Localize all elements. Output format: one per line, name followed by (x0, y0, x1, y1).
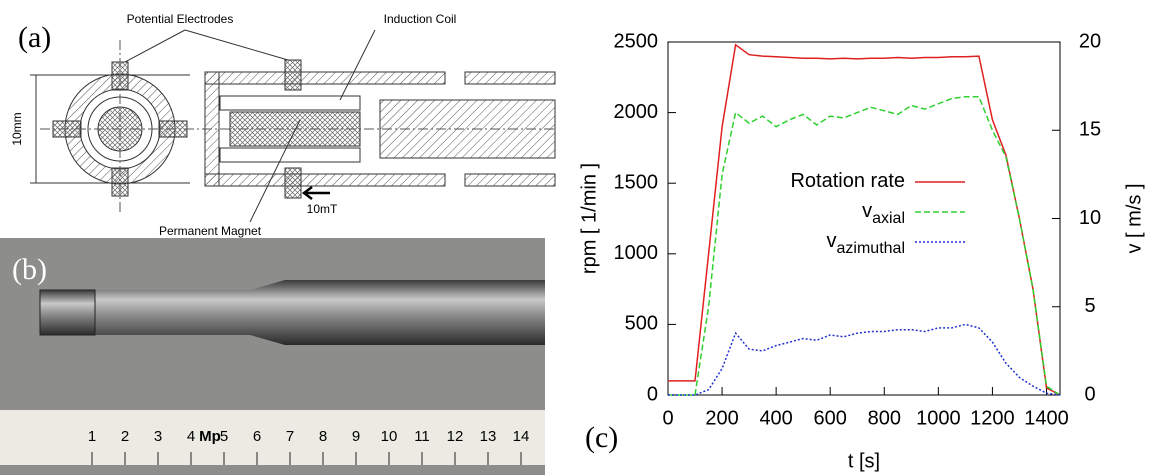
y-tick-label: 0 (647, 383, 658, 405)
ruler-label: 12 (447, 428, 464, 445)
y2-tick-label: 15 (1079, 119, 1101, 141)
legend-name: Rotation rate (790, 170, 905, 192)
panel-label: (a) (18, 21, 51, 54)
ruler-label: 7 (286, 428, 294, 445)
dimension-label: 10mm (10, 112, 24, 145)
housing (204, 173, 446, 187)
ruler-mark: Mp (199, 428, 221, 445)
coil (219, 147, 361, 163)
label: 10mT (307, 202, 338, 216)
ruler-label: 3 (154, 428, 162, 445)
housing (464, 71, 556, 85)
y2-tick-label: 10 (1079, 207, 1101, 229)
x-tick-label: 600 (814, 407, 847, 429)
label: Induction Coil (384, 12, 457, 26)
y2-tick-label: 20 (1079, 30, 1101, 52)
series-line (668, 95, 1061, 396)
ruler-label: 1 (88, 428, 96, 445)
panel-label: (c) (585, 421, 618, 454)
leader (124, 29, 186, 63)
series-line (668, 323, 1061, 396)
ruler (0, 410, 545, 465)
legend-label: Rotation rate (790, 170, 905, 192)
y2-tick-label: 5 (1084, 295, 1095, 317)
x-tick-label: 1200 (970, 407, 1015, 429)
ruler-label: 11 (414, 428, 430, 445)
leader (184, 29, 289, 61)
y-tick-label: 500 (625, 313, 658, 335)
series-line (668, 43, 1061, 396)
legend-label: vazimuthal (827, 230, 905, 257)
legend-subscript: axial (872, 210, 905, 227)
electrode (284, 167, 302, 199)
coil (219, 95, 361, 111)
y-axis-label: rpm [ 1/min ] (578, 163, 600, 274)
electrode (284, 59, 302, 91)
leader (339, 29, 376, 101)
x-tick-label: 800 (868, 407, 901, 429)
ruler-label: 14 (513, 428, 530, 445)
y-tick-label: 2500 (614, 30, 659, 52)
panel-label: (b) (12, 253, 47, 286)
legend-name: v (862, 200, 872, 222)
y2-axis-label: v [ m/s ] (1123, 184, 1145, 254)
label: Permanent Magnet (159, 224, 262, 238)
ruler-label: 9 (352, 428, 360, 445)
housing (204, 71, 446, 85)
probe-tip (39, 289, 96, 336)
probe (40, 280, 545, 345)
magnet (229, 111, 361, 147)
ruler-label: 13 (480, 428, 497, 445)
ruler-label: 5 (220, 428, 228, 445)
legend-subscript: azimuthal (837, 240, 905, 257)
y-tick-label: 1000 (614, 242, 659, 264)
shaft (379, 99, 556, 159)
legend-name: v (827, 230, 837, 252)
x-tick-label: 1000 (916, 407, 961, 429)
y2-tick-label: 0 (1084, 383, 1095, 405)
x-tick-label: 200 (705, 407, 738, 429)
leader (249, 119, 301, 223)
y-tick-label: 2000 (614, 101, 659, 123)
label: Potential Electrodes (127, 12, 234, 26)
ruler-label: 8 (319, 428, 327, 445)
ruler-label: 4 (187, 428, 195, 445)
ruler-label: 2 (121, 428, 129, 445)
x-tick-label: 0 (662, 407, 673, 429)
x-tick-label: 400 (759, 407, 792, 429)
diagram: (a) 10mm Potential Electrodes Induction … (10, 12, 556, 238)
ruler-label: 6 (253, 428, 261, 445)
x-tick-label: 1400 (1024, 407, 1069, 429)
field-arrow (301, 186, 330, 200)
housing (464, 173, 556, 187)
x-axis-label: t [s] (848, 450, 880, 472)
y-tick-label: 1500 (614, 171, 659, 193)
legend-label: vaxial (862, 200, 905, 227)
ruler-label: 10 (381, 428, 398, 445)
housing (204, 71, 220, 187)
